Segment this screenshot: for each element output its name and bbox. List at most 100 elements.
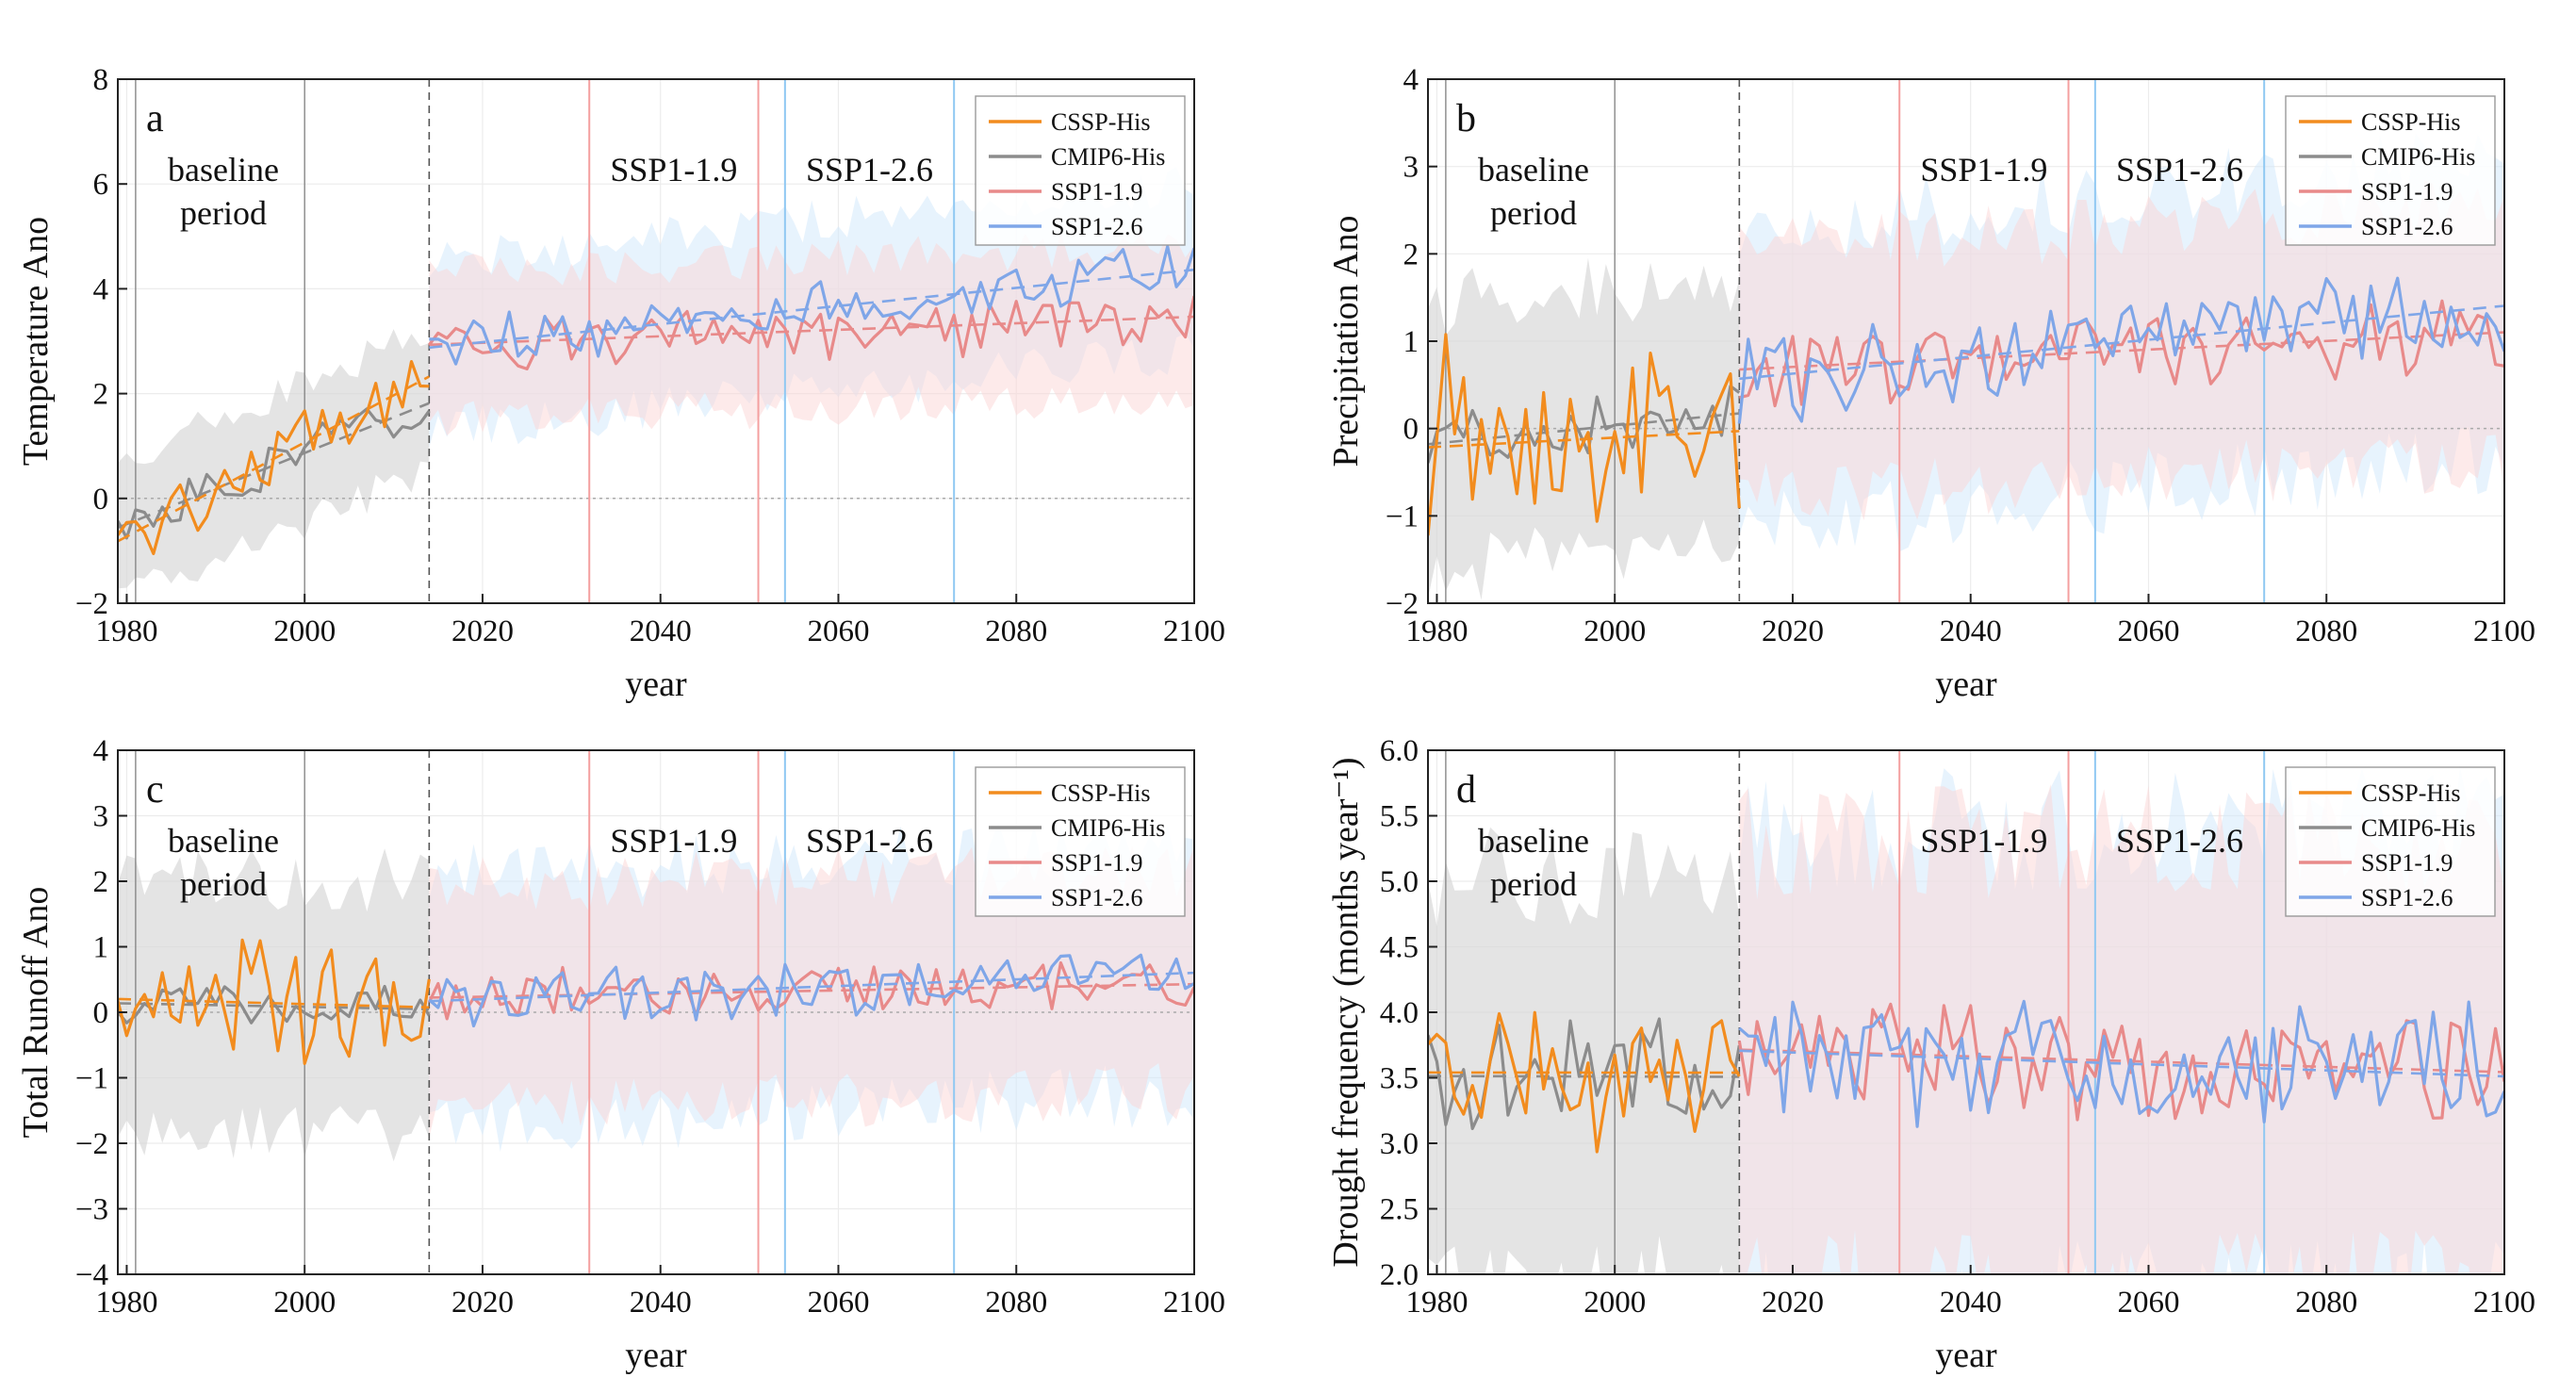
y-tick-label: 4 [1403, 63, 1419, 97]
x-tick-label: 1980 [95, 615, 157, 648]
trend-line-cssp-his [118, 375, 430, 543]
y-tick-label: 4.0 [1380, 996, 1419, 1030]
y-tick-label: 2 [1403, 238, 1419, 271]
series-line-ssp1-1-9 [1737, 1002, 2504, 1122]
panel-letter: a [146, 97, 164, 140]
x-tick-label: 2080 [985, 1286, 1047, 1320]
y-tick-label: 1 [93, 931, 109, 965]
y-tick-label: 2 [93, 378, 109, 412]
y-tick-label: 5.5 [1380, 800, 1419, 834]
y-tick-label: 3 [1403, 151, 1419, 185]
x-tick-label: 2040 [1940, 615, 2002, 648]
y-tick-label: −4 [75, 1258, 108, 1292]
x-tick-label: 1980 [1405, 1286, 1468, 1320]
panel-letter: d [1456, 768, 1476, 812]
band-cmip6-his [1428, 827, 1740, 1274]
baseline-label: baseline [168, 822, 279, 860]
trend-line-ssp1-2-6 [429, 268, 1194, 350]
baseline-label: baseline [1478, 151, 1589, 189]
legend-label: SSP1-2.6 [2361, 213, 2453, 240]
y-tick-label: 6 [93, 168, 109, 202]
y-tick-label: 3.0 [1380, 1127, 1419, 1161]
scenario-label-ssp119: SSP1-1.9 [1920, 151, 2047, 189]
y-tick-label: −3 [75, 1193, 108, 1227]
x-tick-label: 1980 [1405, 615, 1468, 648]
y-tick-label: 6.0 [1380, 734, 1419, 768]
legend-label: CMIP6-His [2361, 814, 2475, 842]
legend-label: CSSP-His [2361, 108, 2461, 136]
trend-line-cmip6-his [118, 402, 430, 530]
series-line-ssp1-2-6 [1738, 999, 2504, 1128]
series-line-ssp1-1-9 [1738, 299, 2504, 408]
trend-line-ssp1-1-9 [429, 982, 1194, 999]
x-axis-label: year [1935, 1336, 1997, 1375]
x-tick-label: 2040 [630, 1286, 692, 1320]
trend-line-cssp-his [118, 997, 430, 1009]
y-tick-label: 0 [93, 483, 109, 517]
x-tick-label: 2080 [2295, 1286, 2357, 1320]
legend: CSSP-His CMIP6-His SSP1-1.9 SSP1-2.6 [975, 95, 1186, 246]
y-tick-label: 3.5 [1380, 1062, 1419, 1096]
x-axis-label: year [625, 1336, 687, 1375]
scenario-label-ssp126: SSP1-2.6 [2116, 151, 2243, 189]
legend-label: SSP1-2.6 [2361, 884, 2453, 911]
axes-frame [117, 78, 1195, 604]
x-tick-label: 2060 [807, 1286, 869, 1320]
y-tick-label: 4 [93, 272, 109, 306]
x-tick-label: 2020 [451, 615, 514, 648]
trend-line-ssp1-2-6 [1739, 304, 2504, 381]
x-tick-label: 2000 [1583, 615, 1646, 648]
legend-label: SSP1-1.9 [2361, 849, 2453, 877]
x-axis-label: year [625, 664, 687, 704]
legend-label: CSSP-His [1051, 779, 1151, 807]
x-tick-label: 1980 [95, 1286, 157, 1320]
x-tick-label: 2000 [1583, 1286, 1646, 1320]
x-tick-label: 2040 [1940, 1286, 2002, 1320]
legend: CSSP-His CMIP6-His SSP1-1.9 SSP1-2.6 [2285, 766, 2496, 917]
panel-letter: c [146, 768, 164, 812]
x-tick-label: 2100 [2473, 1286, 2535, 1320]
panel-letter: b [1456, 97, 1476, 140]
legend-label: SSP1-1.9 [2361, 178, 2453, 205]
x-axis-label: year [1935, 664, 1997, 704]
legend: CSSP-His CMIP6-His SSP1-1.9 SSP1-2.6 [2285, 95, 2496, 246]
trend-line-ssp1-2-6 [1739, 1049, 2504, 1078]
x-tick-label: 2100 [2473, 615, 2535, 648]
y-tick-label: −2 [1386, 587, 1419, 621]
x-tick-label: 2060 [2117, 1286, 2179, 1320]
y-tick-label: −2 [75, 1127, 108, 1161]
y-tick-label: −1 [75, 1062, 108, 1096]
band-ssp1-1-9 [1739, 180, 2504, 520]
baseline-label: period [180, 865, 267, 903]
legend-label: CMIP6-His [1051, 814, 1165, 842]
trend-line-ssp1-1-9 [1739, 331, 2504, 371]
scenario-label-ssp119: SSP1-1.9 [1920, 822, 2047, 860]
x-tick-label: 2000 [273, 1286, 336, 1320]
y-tick-label: 0 [1403, 413, 1419, 447]
y-tick-label: −1 [1386, 500, 1419, 533]
panel-d: 1980 2000 2020 2040 2060 2080 2100 2.0 2.5 3.0 3.5… [1326, 734, 2535, 1375]
y-axis-label: Total Runoff Ano [16, 887, 56, 1139]
y-tick-label: 2.0 [1380, 1258, 1419, 1292]
panel-b: 1980 2000 2020 2040 2060 2080 2100 −2 −1 0 1 2 3 4 yea… [1326, 63, 2535, 704]
series-line-ssp1-2-6 [429, 244, 1194, 366]
legend-label: SSP1-2.6 [1051, 884, 1143, 911]
x-tick-label: 2020 [1762, 615, 1824, 648]
series-line-ssp1-2-6 [428, 953, 1194, 1028]
band-ssp1-1-9 [429, 845, 1194, 1138]
y-axis-label: Drought frequency (months year⁻¹) [1326, 757, 1366, 1267]
series-line-ssp1-1-9 [428, 295, 1194, 370]
y-tick-label: 1 [1403, 325, 1419, 359]
legend-label: SSP1-1.9 [1051, 178, 1143, 205]
y-tick-label: 3 [93, 800, 109, 834]
series-line-cssp-his [1428, 333, 1741, 536]
trend-line-ssp1-1-9 [429, 315, 1194, 347]
legend-label: CMIP6-His [2361, 143, 2475, 171]
y-tick-label: 2 [93, 865, 109, 899]
y-axis-label: Precipitation Ano [1326, 215, 1366, 467]
x-tick-label: 2020 [1762, 1286, 1824, 1320]
legend-label: SSP1-2.6 [1051, 213, 1143, 240]
baseline-label: baseline [168, 151, 279, 189]
legend-label: SSP1-1.9 [1051, 849, 1143, 877]
